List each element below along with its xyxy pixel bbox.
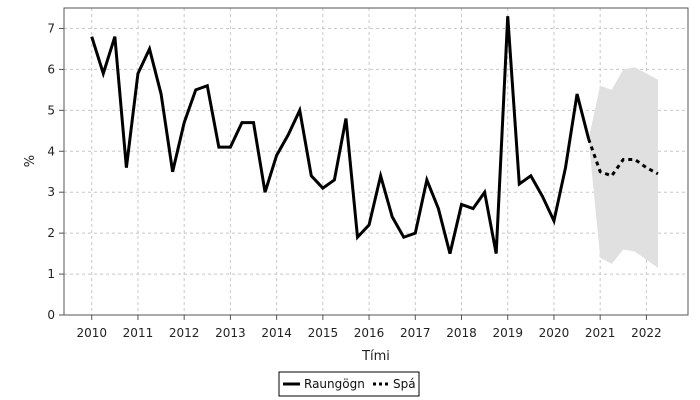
x-tick-label: 2019 (492, 326, 523, 340)
x-tick-label: 2010 (76, 326, 107, 340)
y-tick-label: 7 (47, 21, 55, 35)
x-tick-label: 2021 (585, 326, 616, 340)
y-tick-label: 4 (47, 144, 55, 158)
legend-box (278, 371, 420, 397)
plot-frame (63, 7, 689, 316)
x-tick-label: 2012 (169, 326, 200, 340)
x-tick-label: 2020 (539, 326, 570, 340)
x-axis-title: Tími (361, 349, 390, 364)
x-tick-label: 2015 (308, 326, 339, 340)
y-tick-label: 3 (47, 185, 55, 199)
y-tick-label: 1 (47, 267, 55, 281)
x-tick-label: 2018 (446, 326, 477, 340)
x-tick-label: 2016 (354, 326, 385, 340)
forecast-band-group (588, 67, 658, 268)
y-tick-label: 5 (47, 103, 55, 117)
x-tick-label: 2011 (123, 326, 154, 340)
plot-background (64, 8, 688, 315)
series-lines-group (90, 16, 659, 254)
legend: Raungögn Spá (278, 371, 420, 397)
forecast-band (588, 67, 658, 268)
y-axis-title: % (23, 155, 38, 167)
legend-label-raungogn: Raungögn (304, 377, 365, 391)
x-tick-label: 2013 (215, 326, 246, 340)
y-tick-label: 2 (47, 226, 55, 240)
x-tick-label: 2022 (631, 326, 662, 340)
x-axis-ticks: 2010 2011 2012 2013 2014 2015 2016 2017 2018 2019… (76, 315, 662, 340)
legend-label-spa: Spá (393, 377, 416, 391)
series-line-raungogn (90, 16, 591, 254)
y-tick-label: 6 (47, 62, 55, 76)
y-axis-ticks: 0 1 2 3 4 5 6 7 (47, 21, 64, 322)
y-tick-label: 0 (47, 308, 55, 322)
x-tick-label: 2014 (261, 326, 292, 340)
x-tick-label: 2017 (400, 326, 431, 340)
